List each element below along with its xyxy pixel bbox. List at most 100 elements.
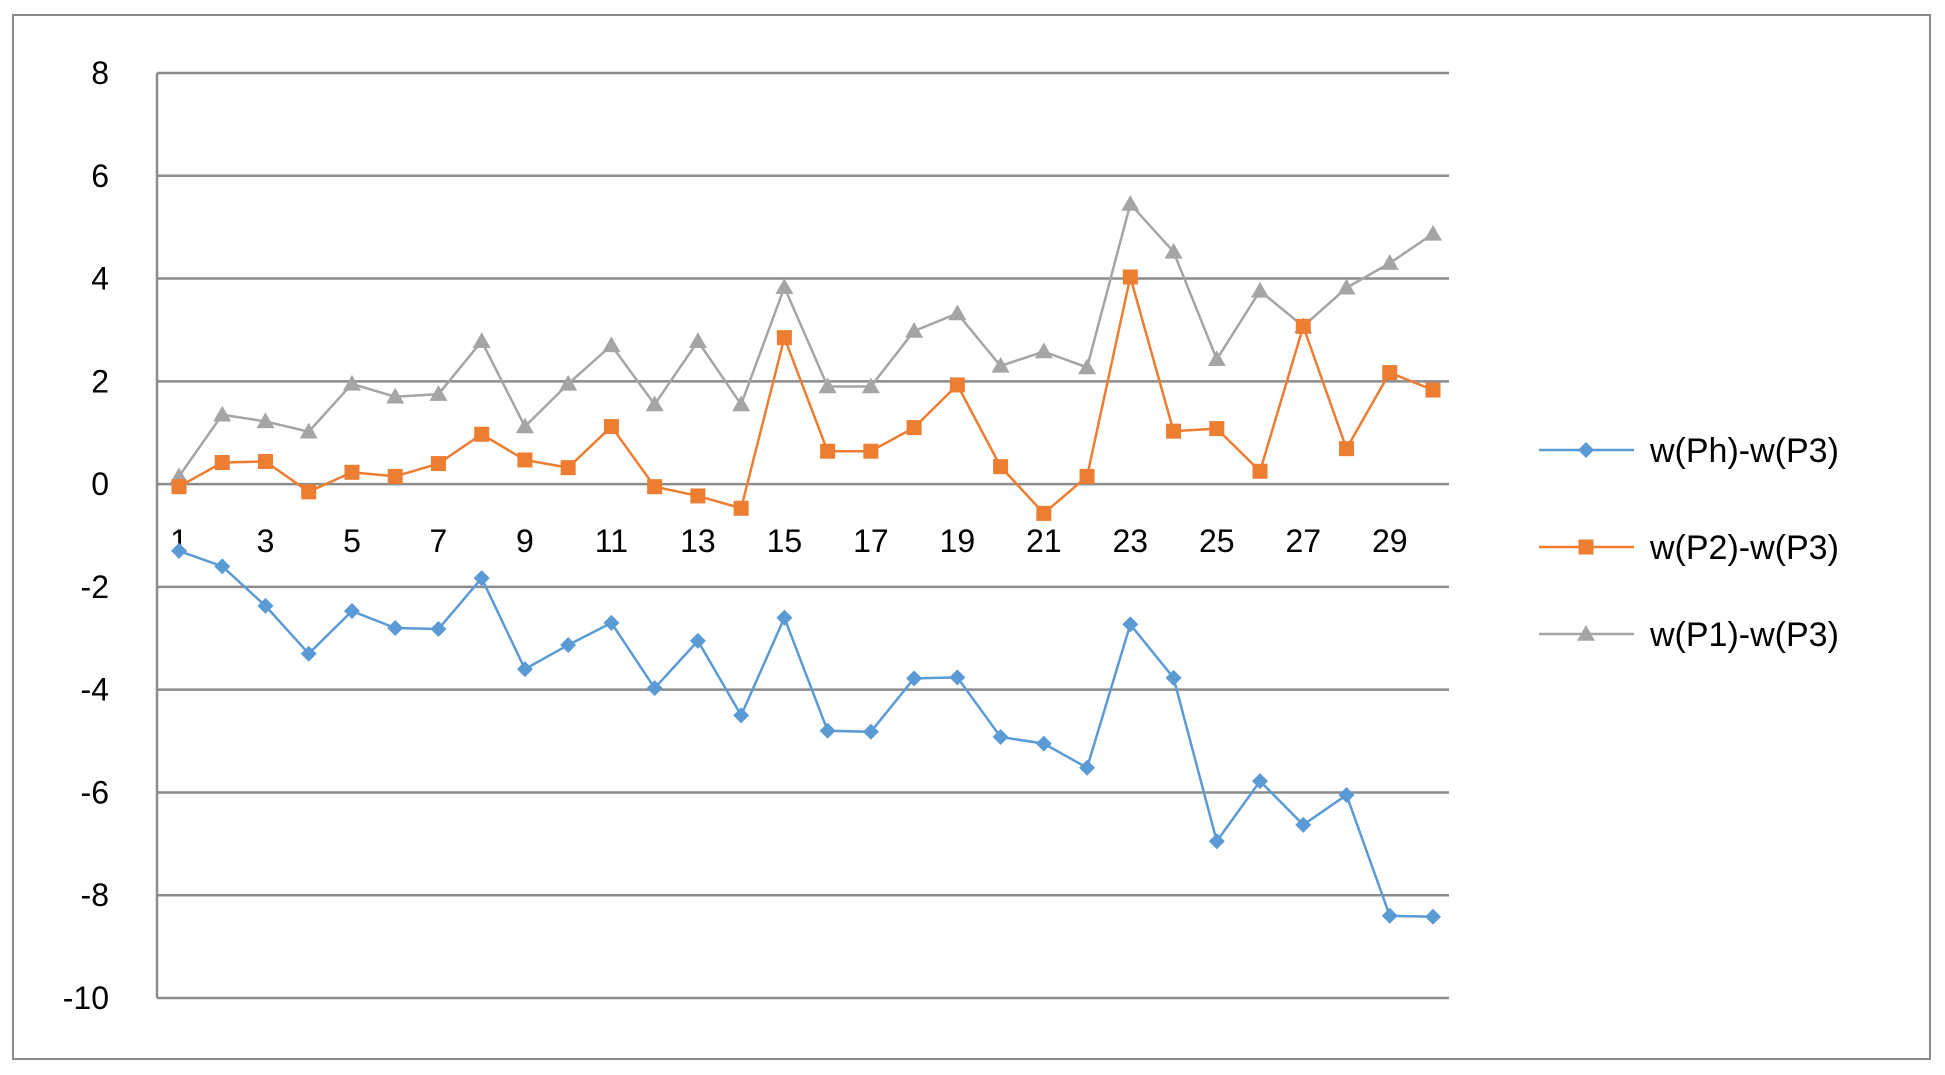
x-tick-label: 27 <box>1285 523 1321 559</box>
data-point <box>515 417 534 434</box>
data-point <box>213 405 232 422</box>
data-point <box>1295 318 1311 334</box>
legend-marker <box>1578 539 1594 555</box>
data-point <box>1078 358 1097 375</box>
data-point <box>863 443 879 459</box>
data-point <box>688 332 707 348</box>
data-point <box>1381 907 1398 924</box>
data-point <box>1337 278 1356 295</box>
legend-entry: w(P2)-w(P3) <box>1539 529 1839 567</box>
data-point <box>1121 195 1140 211</box>
data-point <box>733 707 750 724</box>
data-point <box>472 332 491 348</box>
data-point <box>820 443 836 459</box>
x-tick-label: 13 <box>680 523 716 559</box>
data-series <box>170 195 1442 925</box>
data-point <box>905 321 924 338</box>
data-point <box>387 620 404 636</box>
data-point <box>1339 441 1355 457</box>
data-point <box>689 632 706 649</box>
data-point <box>1338 787 1355 804</box>
legend-entry: w(P1)-w(P3) <box>1539 616 1839 654</box>
x-tick-label: 3 <box>257 523 275 559</box>
data-point <box>301 484 317 500</box>
x-tick-label: 7 <box>430 523 448 559</box>
data-point <box>429 385 448 401</box>
data-point <box>387 468 403 484</box>
data-point <box>257 597 274 614</box>
data-point <box>690 488 706 504</box>
data-point <box>1034 342 1053 359</box>
gridlines <box>157 71 1449 1000</box>
data-point <box>993 459 1009 475</box>
y-tick-label: 8 <box>91 55 109 91</box>
data-point <box>300 645 317 662</box>
data-point <box>991 356 1010 373</box>
data-point <box>775 278 794 295</box>
data-point <box>862 723 879 740</box>
data-point <box>430 456 446 472</box>
data-point <box>342 374 361 391</box>
data-point <box>861 377 880 394</box>
data-point <box>1252 463 1268 479</box>
data-point <box>1164 242 1183 259</box>
data-point <box>645 395 664 412</box>
data-point <box>733 500 749 516</box>
data-point <box>949 669 966 686</box>
data-point <box>819 722 836 739</box>
data-point <box>1165 669 1182 686</box>
y-tick-label: -10 <box>63 980 109 1016</box>
data-point <box>646 680 663 697</box>
series-w(P1)-w(P3) <box>170 195 1442 484</box>
series-line <box>178 276 1434 516</box>
data-point <box>948 304 967 321</box>
data-point <box>906 670 923 687</box>
data-point <box>776 609 793 626</box>
y-tick-label: -6 <box>81 774 109 810</box>
x-tick-label: 5 <box>343 523 361 559</box>
axes <box>155 73 1449 998</box>
data-point <box>171 479 187 495</box>
data-point <box>1079 468 1095 484</box>
data-point <box>906 420 922 436</box>
data-point <box>818 377 837 394</box>
data-point <box>1295 816 1312 833</box>
data-point <box>559 374 578 391</box>
y-tick-label: 4 <box>91 261 109 297</box>
data-point <box>1425 908 1441 925</box>
legend-label: w(Ph)-w(P3) <box>1649 432 1839 470</box>
data-point <box>1424 224 1442 241</box>
data-point <box>1251 281 1270 298</box>
data-point <box>560 636 577 653</box>
data-point <box>1035 735 1052 752</box>
x-tick-label: 29 <box>1372 523 1408 559</box>
data-point <box>344 464 360 480</box>
y-tick-label: 0 <box>91 466 109 502</box>
x-tick-label: 11 <box>595 523 628 559</box>
legend-entry: w(Ph)-w(P3) <box>1539 432 1839 470</box>
data-point <box>949 377 965 393</box>
x-tick-label: 21 <box>1026 523 1062 559</box>
data-point <box>560 460 576 476</box>
data-point <box>1252 773 1269 790</box>
data-point <box>732 395 751 412</box>
data-point <box>603 419 619 435</box>
data-point <box>171 542 187 559</box>
x-tick-label: 17 <box>853 523 889 559</box>
data-point <box>992 728 1009 745</box>
data-point <box>1079 759 1096 776</box>
data-point <box>473 570 490 587</box>
legend-label: w(P2)-w(P3) <box>1649 529 1839 567</box>
data-point <box>430 621 447 638</box>
data-point <box>257 454 273 469</box>
data-point <box>1208 833 1225 850</box>
data-point <box>776 330 792 346</box>
data-point <box>1207 350 1226 366</box>
series-w(Ph)-w(P3) <box>171 542 1441 925</box>
data-point <box>1122 269 1138 285</box>
data-point <box>256 412 275 429</box>
data-point <box>1036 505 1052 521</box>
x-tick-label: 19 <box>940 523 976 559</box>
x-axis-tick-labels: 1 3 5 7 9 11 13 15 17 19 21 23 25 27 29 <box>170 523 1407 559</box>
